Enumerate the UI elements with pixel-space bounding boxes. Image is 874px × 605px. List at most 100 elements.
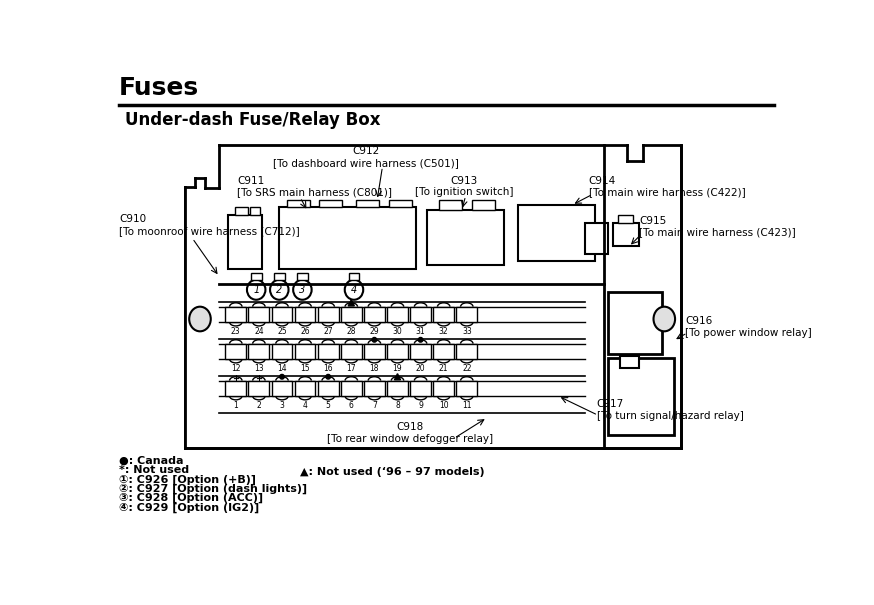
Bar <box>228 215 261 269</box>
Text: 27: 27 <box>323 327 333 336</box>
Bar <box>434 381 454 396</box>
Text: 2: 2 <box>256 401 261 410</box>
Bar <box>318 344 338 359</box>
Text: C914
[To main wire harness (C422)]: C914 [To main wire harness (C422)] <box>589 176 746 197</box>
Bar <box>280 208 415 269</box>
Bar <box>251 273 261 280</box>
Text: 7: 7 <box>372 401 377 410</box>
Text: 10: 10 <box>439 401 448 410</box>
Bar <box>225 307 246 322</box>
Text: 33: 33 <box>462 327 472 336</box>
Bar <box>295 307 316 322</box>
Bar <box>234 208 248 215</box>
Text: C915
[To main wire harness (C423)]: C915 [To main wire harness (C423)] <box>639 216 795 237</box>
Ellipse shape <box>247 280 266 299</box>
Text: C911
[To SRS main harness (C801)]: C911 [To SRS main harness (C801)] <box>237 176 392 197</box>
Text: ④: C929 [Option (IG2)]: ④: C929 [Option (IG2)] <box>119 502 260 512</box>
Text: 29: 29 <box>370 327 379 336</box>
Bar <box>274 273 285 280</box>
Text: 25: 25 <box>277 327 287 336</box>
Bar <box>608 358 674 434</box>
Ellipse shape <box>344 280 364 299</box>
Ellipse shape <box>654 307 675 332</box>
Text: C918
[To rear window defogger relay]: C918 [To rear window defogger relay] <box>327 422 493 443</box>
Bar <box>608 292 662 354</box>
Text: 22: 22 <box>462 364 472 373</box>
Text: *: Not used: *: Not used <box>119 465 190 476</box>
Text: ●: Canada: ●: Canada <box>119 456 184 466</box>
Bar <box>387 307 408 322</box>
Text: 3: 3 <box>299 285 306 295</box>
Bar <box>186 142 680 447</box>
Text: 2: 2 <box>276 285 282 295</box>
Text: 21: 21 <box>439 364 448 373</box>
Bar <box>434 344 454 359</box>
Text: 3: 3 <box>280 401 284 410</box>
Bar <box>434 307 454 322</box>
Bar <box>456 344 477 359</box>
Bar <box>297 273 308 280</box>
Text: 26: 26 <box>301 327 310 336</box>
Bar <box>614 223 639 246</box>
Text: 1: 1 <box>253 285 260 295</box>
Bar <box>585 223 608 253</box>
Bar <box>410 344 431 359</box>
Bar <box>389 200 412 208</box>
Bar <box>225 381 246 396</box>
Bar <box>410 307 431 322</box>
Bar <box>248 307 269 322</box>
Ellipse shape <box>293 280 312 299</box>
Text: 28: 28 <box>346 327 356 336</box>
Bar <box>518 205 595 261</box>
Bar <box>295 381 316 396</box>
Text: 12: 12 <box>231 364 240 373</box>
Text: 18: 18 <box>370 364 379 373</box>
Text: 24: 24 <box>254 327 264 336</box>
Bar <box>341 344 362 359</box>
Bar <box>456 307 477 322</box>
Bar <box>318 381 338 396</box>
Text: 11: 11 <box>462 401 472 410</box>
Text: Fuses: Fuses <box>119 76 199 100</box>
Bar <box>620 356 639 367</box>
Bar <box>248 381 269 396</box>
Bar <box>272 307 293 322</box>
Text: +: + <box>255 374 262 383</box>
Text: C913
[To ignition switch]: C913 [To ignition switch] <box>415 176 513 197</box>
Bar <box>248 344 269 359</box>
Text: C912
[To dashboard wire harness (C501)]: C912 [To dashboard wire harness (C501)] <box>273 146 459 168</box>
Bar <box>618 215 634 223</box>
Bar <box>364 344 385 359</box>
Text: 4: 4 <box>302 401 308 410</box>
Bar <box>341 381 362 396</box>
Text: 4: 4 <box>350 285 357 295</box>
Text: 14: 14 <box>277 364 287 373</box>
Text: 23: 23 <box>231 327 240 336</box>
Text: C916
[To power window relay]: C916 [To power window relay] <box>685 316 812 338</box>
Text: 32: 32 <box>439 327 448 336</box>
Text: C910
[To moonroof wire harness (C712)]: C910 [To moonroof wire harness (C712)] <box>119 214 300 236</box>
Bar <box>250 208 260 215</box>
Text: 6: 6 <box>349 401 354 410</box>
Bar <box>272 344 293 359</box>
Text: 20: 20 <box>416 364 426 373</box>
Bar <box>456 381 477 396</box>
Bar <box>319 200 343 208</box>
Text: 9: 9 <box>418 401 423 410</box>
Bar <box>410 381 431 396</box>
Polygon shape <box>348 299 354 306</box>
Circle shape <box>372 338 377 342</box>
Text: ▲: Not used (‘96 – 97 models): ▲: Not used (‘96 – 97 models) <box>300 467 485 477</box>
Circle shape <box>326 374 330 379</box>
Bar <box>341 307 362 322</box>
Bar <box>472 200 495 210</box>
Text: 16: 16 <box>323 364 333 373</box>
Text: +: + <box>232 374 239 383</box>
Bar <box>287 200 310 208</box>
Bar <box>295 344 316 359</box>
Polygon shape <box>184 146 681 448</box>
Text: C917
[To turn signal/hazard relay]: C917 [To turn signal/hazard relay] <box>597 399 744 420</box>
Circle shape <box>280 374 284 379</box>
Ellipse shape <box>270 280 288 299</box>
Text: 13: 13 <box>254 364 264 373</box>
